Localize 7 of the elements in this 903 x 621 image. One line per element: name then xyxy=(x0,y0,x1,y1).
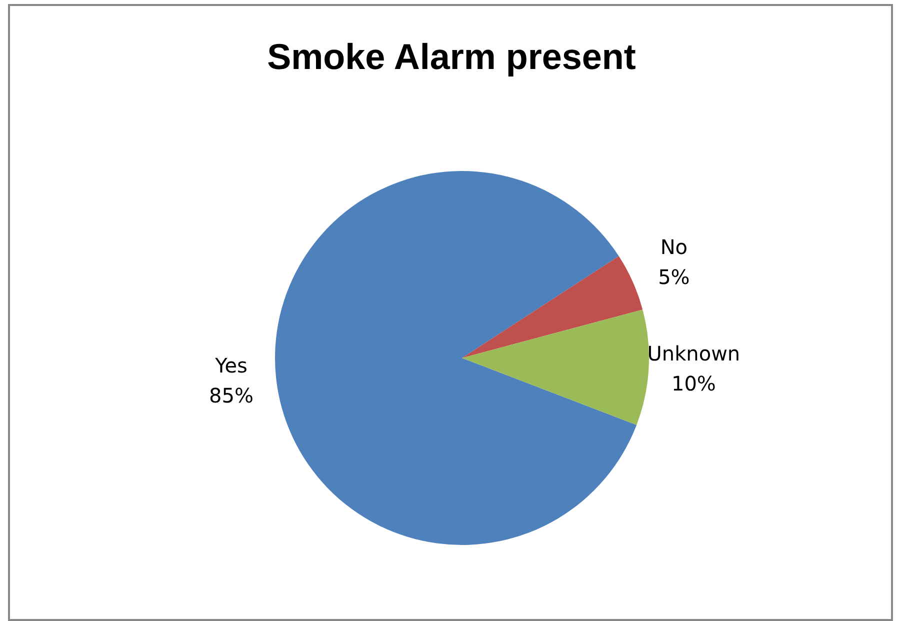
slice-label: No xyxy=(660,234,688,259)
chart-title: Smoke Alarm present xyxy=(266,36,637,78)
slice-label: Unknown xyxy=(647,341,740,366)
slice-label: Yes xyxy=(214,353,248,378)
data-label: 5% xyxy=(658,264,690,289)
data-label: 85% xyxy=(209,383,254,408)
data-label: 10% xyxy=(671,371,716,396)
